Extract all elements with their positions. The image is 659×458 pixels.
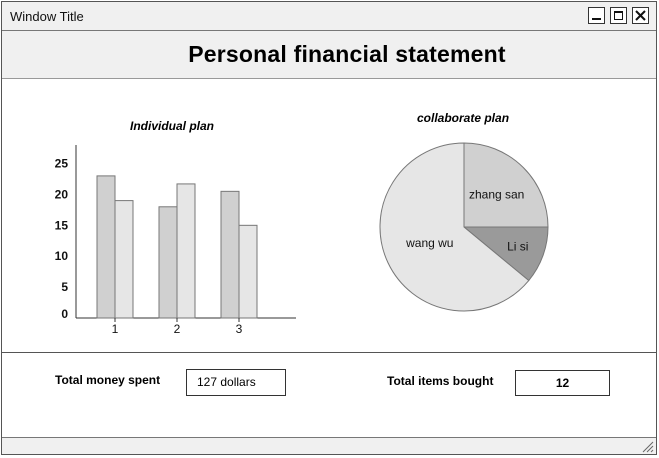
page-header: Personal financial statement xyxy=(2,31,656,79)
bar xyxy=(158,206,178,319)
bar xyxy=(96,175,116,319)
y-tick-label: 5 xyxy=(61,280,68,294)
bar-chart-title: Individual plan xyxy=(130,119,215,133)
bar-chart: 0 5 10 15 20 25 1 2 3 xyxy=(55,145,296,336)
x-tick-label: 2 xyxy=(174,322,181,336)
x-tick-label: 1 xyxy=(112,322,119,336)
bar xyxy=(220,190,240,319)
bar xyxy=(176,183,196,319)
y-tick-label: 25 xyxy=(55,157,69,171)
minimize-icon[interactable] xyxy=(588,7,605,24)
pie-slice-label: Li si xyxy=(507,239,528,253)
pie-slice xyxy=(379,142,530,312)
y-tick-label: 10 xyxy=(55,249,69,263)
title-bar[interactable]: Window Title xyxy=(2,2,656,31)
section-divider xyxy=(2,352,656,353)
items-field[interactable]: 12 xyxy=(515,370,610,396)
bar xyxy=(114,200,134,319)
maximize-icon[interactable] xyxy=(610,7,627,24)
window-title: Window Title xyxy=(10,9,84,24)
items-label: Total items bought xyxy=(387,374,494,388)
y-tick-label: 15 xyxy=(55,218,69,232)
pie-slice-label: wang wu xyxy=(405,236,453,250)
bar xyxy=(238,224,258,319)
resize-grip-icon[interactable] xyxy=(640,439,654,453)
pie-slice xyxy=(463,142,549,228)
pie-chart: zhang san Li si wang wu xyxy=(379,142,549,312)
status-bar xyxy=(2,437,656,454)
close-icon[interactable] xyxy=(632,7,649,24)
pie-slice-label: zhang san xyxy=(469,187,524,201)
y-tick-label: 0 xyxy=(61,307,68,321)
pie-chart-title: collaborate plan xyxy=(417,111,510,125)
money-field[interactable]: 127 dollars xyxy=(186,369,286,396)
page-title: Personal financial statement xyxy=(188,41,506,67)
money-label: Total money spent xyxy=(55,373,161,387)
y-tick-label: 20 xyxy=(55,187,69,201)
x-tick-label: 3 xyxy=(236,322,243,336)
